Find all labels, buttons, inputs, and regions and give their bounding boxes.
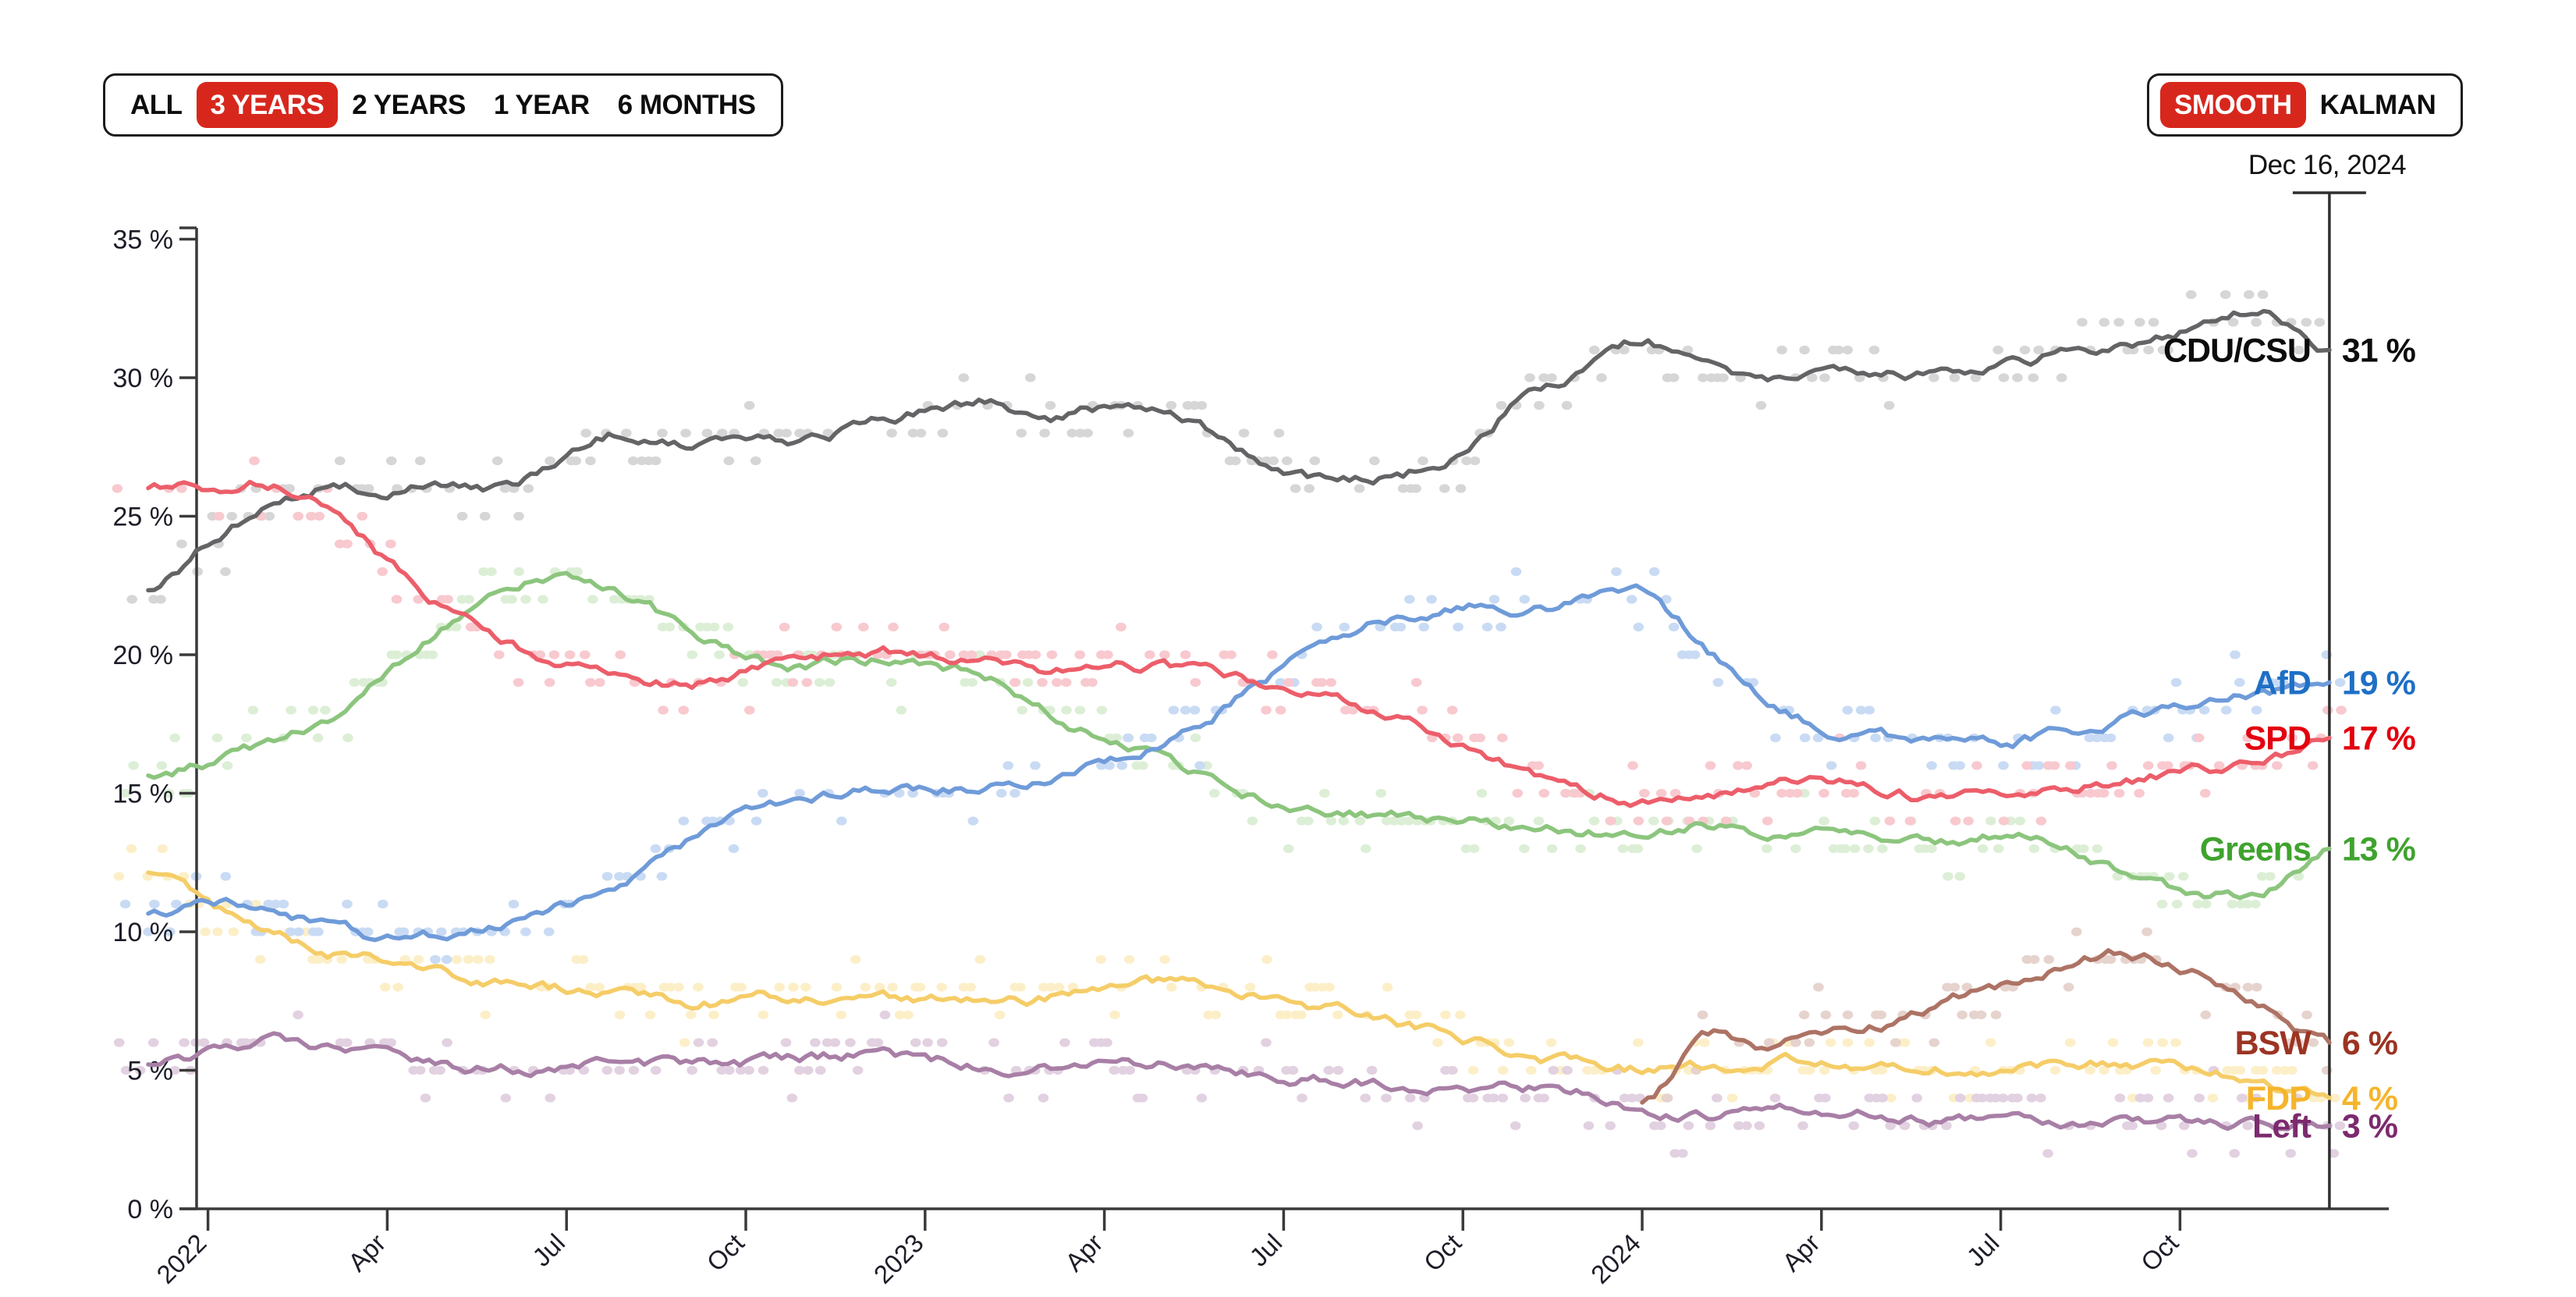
mode-button-smooth[interactable]: SMOOTH <box>2160 82 2306 128</box>
scatter-points-layer <box>112 290 2347 1158</box>
cursor-date-label: Dec 16, 2024 <box>2248 150 2407 180</box>
y-tick-label: 25 % <box>113 502 174 531</box>
smoothing-mode-selector: SMOOTH KALMAN <box>2147 73 2464 137</box>
scatter-left <box>113 1010 2346 1158</box>
x-tick-label: 2022 <box>151 1228 211 1289</box>
series-value-afd: 19 % <box>2342 665 2416 702</box>
series-name-afd: AfD <box>2253 665 2310 702</box>
scatter-spd <box>112 456 2347 826</box>
series-line-cdu-csu <box>146 308 2332 593</box>
y-tick-label: 10 % <box>113 918 174 947</box>
x-tick-label: Oct <box>701 1228 749 1277</box>
series-name-cdu-csu: CDU/CSU <box>2163 332 2311 370</box>
y-tick-label: 30 % <box>113 364 174 393</box>
axes <box>179 226 2389 1231</box>
x-tick-label: Apr <box>342 1228 391 1277</box>
series-value-bsw: 6 % <box>2342 1025 2398 1062</box>
axis-labels: 0 %5 %10 %15 %20 %25 %30 %35 %2022 Apr Jul… <box>113 225 2184 1288</box>
time-range-selector: ALL 3 YEARS 2 YEARS 1 YEAR 6 MONTHS <box>103 73 783 137</box>
series-name-greens: Greens <box>2200 831 2311 869</box>
series-end-labels: CDU/CSU 31 % Greens 13 % FDP 4 % Left 3 % BSW 6 %… <box>2163 332 2417 1146</box>
series-value-fdp: 4 % <box>2342 1080 2398 1118</box>
x-tick-label: Jul <box>1961 1228 2005 1272</box>
scatter-bsw <box>1661 927 2333 1103</box>
series-line-afd <box>146 583 2332 943</box>
range-button-3-years[interactable]: 3 YEARS <box>196 82 339 128</box>
series-value-left: 3 % <box>2342 1108 2398 1146</box>
x-tick-label: 2024 <box>1585 1228 1646 1289</box>
y-tick-label: 15 % <box>113 779 174 808</box>
mode-button-kalman[interactable]: KALMAN <box>2319 90 2436 120</box>
series-name-bsw: BSW <box>2235 1025 2312 1062</box>
x-tick-label: Apr <box>1059 1228 1108 1277</box>
x-tick-label: Jul <box>1244 1228 1287 1272</box>
series-name-fdp: FDP <box>2246 1080 2311 1118</box>
trend-lines-layer <box>146 308 2332 1132</box>
range-button-2-years[interactable]: 2 YEARS <box>352 90 466 120</box>
series-line-fdp <box>146 870 2332 1100</box>
range-button-all[interactable]: ALL <box>130 90 183 120</box>
y-tick-label: 0 % <box>127 1195 173 1224</box>
x-tick-label: Apr <box>1776 1228 1825 1277</box>
series-value-cdu-csu: 31 % <box>2342 332 2416 370</box>
x-tick-label: 2023 <box>868 1228 929 1289</box>
series-name-left: Left <box>2252 1108 2312 1146</box>
y-tick-label: 35 % <box>113 225 174 254</box>
series-line-spd <box>146 479 2332 808</box>
scatter-cdu-csu <box>126 290 2326 604</box>
x-tick-label: Jul <box>527 1228 570 1272</box>
y-tick-label: 20 % <box>113 641 174 670</box>
x-tick-label: Oct <box>1418 1228 1467 1277</box>
series-value-spd: 17 % <box>2342 720 2416 758</box>
series-line-greens <box>146 570 2332 901</box>
series-line-bsw <box>1640 947 2332 1105</box>
series-name-spd: SPD <box>2244 720 2310 758</box>
range-button-6-months[interactable]: 6 MONTHS <box>617 90 756 120</box>
series-value-greens: 13 % <box>2342 831 2416 869</box>
series-line-left <box>146 1031 2332 1132</box>
range-button-1-year[interactable]: 1 YEAR <box>493 90 590 120</box>
x-tick-label: Oct <box>2135 1228 2184 1277</box>
